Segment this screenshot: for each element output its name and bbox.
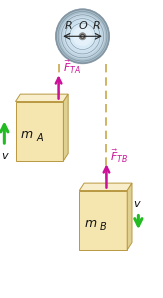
Circle shape — [82, 35, 83, 37]
FancyBboxPatch shape — [79, 190, 127, 250]
Polygon shape — [15, 94, 68, 102]
Text: v: v — [133, 198, 140, 209]
Polygon shape — [127, 183, 132, 250]
FancyBboxPatch shape — [15, 102, 63, 161]
Text: $\vec{F}_{TB}$: $\vec{F}_{TB}$ — [111, 147, 129, 164]
Circle shape — [60, 14, 105, 59]
Circle shape — [55, 9, 110, 64]
Text: A: A — [36, 133, 43, 143]
Text: O: O — [78, 21, 87, 31]
Circle shape — [73, 27, 92, 46]
Polygon shape — [63, 94, 68, 161]
Text: v: v — [1, 151, 8, 161]
Text: $m$: $m$ — [84, 217, 97, 230]
Circle shape — [57, 11, 108, 62]
Circle shape — [81, 34, 85, 38]
Circle shape — [69, 23, 96, 50]
Text: $\vec{F}_{TA}$: $\vec{F}_{TA}$ — [63, 58, 81, 76]
Circle shape — [79, 33, 86, 40]
Text: B: B — [100, 222, 107, 232]
Text: $m$: $m$ — [20, 128, 34, 141]
Polygon shape — [79, 183, 132, 190]
Text: R: R — [65, 21, 73, 31]
Text: R: R — [92, 21, 100, 31]
Circle shape — [64, 18, 101, 55]
